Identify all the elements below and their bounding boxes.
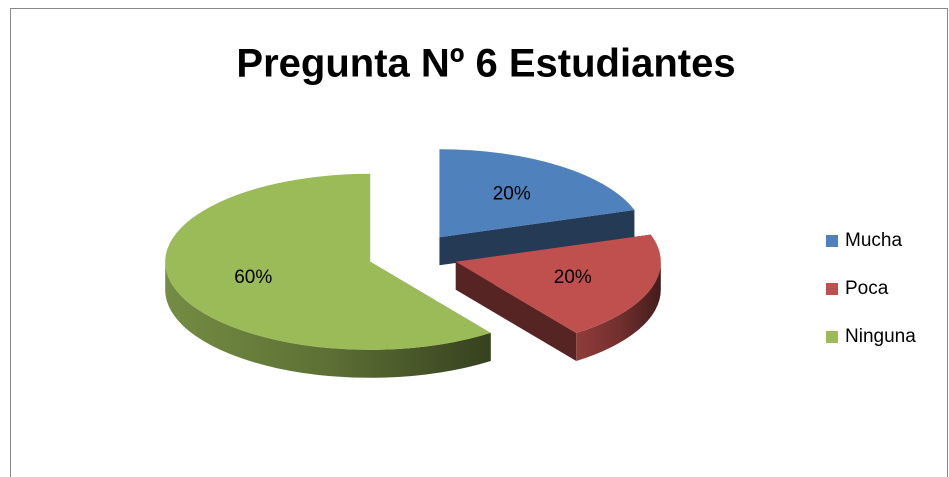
slice-side xyxy=(576,261,661,361)
pie-slice xyxy=(439,149,635,238)
legend-label: Mucha xyxy=(845,230,902,251)
data-label: 20% xyxy=(554,267,592,288)
slice-wall xyxy=(439,210,635,266)
legend-swatch xyxy=(826,331,838,343)
chart-title: Pregunta Nº 6 Estudiantes xyxy=(236,42,735,86)
pie-slice xyxy=(165,173,491,350)
slice-side xyxy=(165,261,491,378)
pie-slice xyxy=(455,234,661,333)
slice-wall xyxy=(455,261,577,361)
legend-swatch xyxy=(826,235,838,247)
legend-label: Poca xyxy=(845,278,889,299)
legend-swatch xyxy=(826,283,838,295)
data-label: 20% xyxy=(493,184,531,205)
data-label: 60% xyxy=(234,267,272,288)
legend-label: Ninguna xyxy=(845,326,916,347)
